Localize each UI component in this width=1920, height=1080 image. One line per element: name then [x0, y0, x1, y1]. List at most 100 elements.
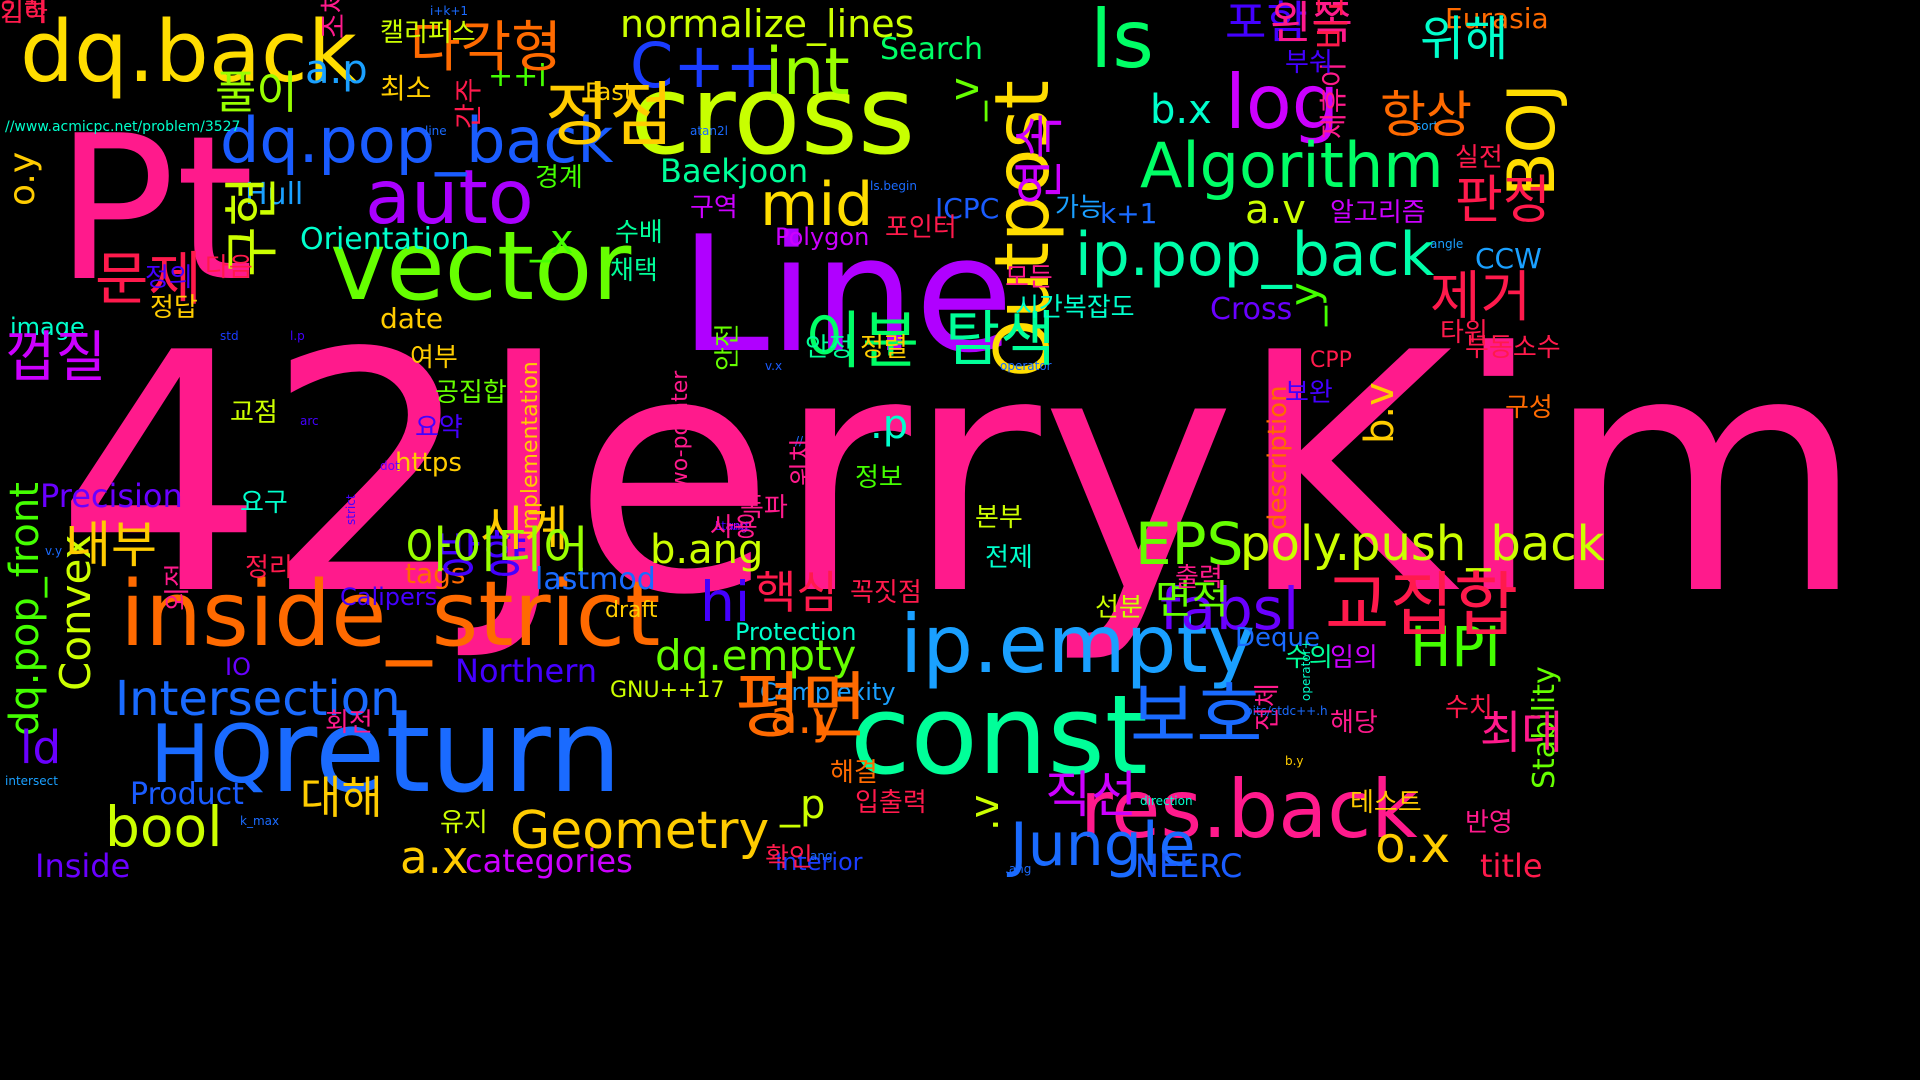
cloud-word: 면적 — [1155, 577, 1229, 623]
cloud-word: 정리 — [245, 553, 293, 583]
cloud-word: draft — [605, 598, 658, 623]
cloud-word: 위치 — [788, 438, 818, 486]
cloud-word: Precision — [40, 477, 183, 515]
cloud-word: 정점 — [545, 74, 674, 156]
cloud-word: 방향 — [435, 526, 527, 584]
cloud-word: 풀이 — [215, 66, 298, 119]
cloud-word: return — [270, 685, 622, 819]
cloud-word: IO — [225, 653, 251, 681]
cloud-word: k+1 — [1100, 197, 1158, 230]
cloud-word: 본부 — [975, 503, 1023, 533]
cloud-word: ++i — [488, 59, 547, 94]
cloud-word: a.p — [305, 47, 368, 93]
cloud-word: date — [380, 302, 444, 335]
cloud-word: ls — [1090, 0, 1154, 86]
cloud-word: std — [220, 329, 239, 343]
cloud-word: Search — [880, 32, 984, 67]
cloud-word: categories — [465, 842, 633, 880]
cloud-word: GNU++17 — [610, 678, 725, 703]
cloud-word: title — [1480, 847, 1543, 885]
cloud-word: 수배 — [615, 218, 663, 248]
cloud-word: dq.empty — [655, 631, 857, 680]
cloud-word: ip.empty — [900, 598, 1256, 691]
cloud-word: 출력 — [1175, 563, 1223, 593]
cloud-word: _p — [780, 782, 826, 828]
cloud-word: fabsl — [1160, 575, 1300, 643]
cloud-word: res.back — [1080, 763, 1418, 856]
cloud-word: 채택 — [610, 256, 658, 286]
cloud-word: auto — [365, 153, 534, 241]
cloud-word: .ang — [1005, 862, 1032, 876]
cloud-word: Cross — [1210, 292, 1293, 327]
cloud-word: Jungle — [1010, 810, 1196, 880]
cloud-word: b.x — [1150, 87, 1212, 133]
cloud-word: 수치 — [1445, 693, 1493, 723]
cloud-word: b.y — [1285, 754, 1304, 768]
cloud-word: Complexity — [760, 678, 896, 706]
cloud-word: ICPC — [935, 192, 1000, 225]
cloud-word: 판정 — [1455, 171, 1551, 231]
cloud-word: Calipers — [340, 583, 438, 611]
cloud-word: o.x — [1375, 816, 1451, 874]
cloud-word: sort — [1415, 119, 1439, 133]
cloud-word: 요약 — [415, 413, 463, 443]
cloud-word: dq.pop_front — [2, 482, 48, 736]
cloud-word: 아이디어 — [405, 521, 589, 579]
cloud-word: vector — [330, 212, 632, 322]
cloud-word: 해결 — [830, 758, 878, 788]
cloud-word: 가능 — [1055, 193, 1103, 223]
cloud-word: 테스트 — [1350, 788, 1422, 818]
cloud-word: 실전 — [1455, 143, 1503, 173]
cloud-word: 42JerryKim — [55, 283, 1866, 667]
cloud-word: 이분 — [805, 304, 920, 377]
cloud-word: 부동소수 — [1465, 333, 1561, 363]
cloud-word: int — [765, 35, 850, 110]
cloud-word: 부숴 — [1285, 48, 1333, 78]
cloud-word: 보완 — [1285, 378, 1333, 408]
cloud-word: 간주 — [452, 77, 485, 129]
cloud-word: 정답 — [150, 293, 198, 323]
cloud-word: a.v — [1245, 187, 1306, 233]
cloud-word: ang — [810, 849, 833, 863]
cloud-word: Intersection — [115, 671, 401, 727]
cloud-word: 모든 — [1005, 263, 1053, 293]
cloud-word: dq.back — [20, 3, 357, 102]
cloud-word: Geometry — [510, 801, 770, 861]
cloud-word: //www.acmicpc.net/problem/3527 — [5, 119, 241, 135]
cloud-word: https — [395, 448, 462, 478]
cloud-word: 기하 — [0, 0, 48, 28]
cloud-word: 시간복잡도 — [1015, 293, 1135, 323]
cloud-word: 경계 — [535, 163, 583, 193]
cloud-word: dot — [380, 459, 400, 473]
cloud-word: poly.push_back — [1240, 516, 1605, 572]
cloud-word: 캘리퍼스 — [380, 18, 476, 48]
cloud-word: Deque — [1235, 623, 1320, 653]
cloud-word: angle — [1430, 237, 1464, 251]
cloud-word: ld — [20, 721, 62, 774]
cloud-word: Northern — [455, 652, 598, 690]
cloud-word: Pt — [55, 93, 255, 326]
cloud-word: inside_strict — [120, 562, 661, 667]
cloud-word: Inside — [35, 847, 131, 885]
cloud-word: lastmod — [535, 562, 656, 597]
cloud-word: 구성 — [1505, 393, 1553, 423]
cloud-word: 수의 — [1285, 643, 1333, 673]
cloud-word: line — [425, 124, 447, 138]
cloud-word: 안전 — [713, 323, 743, 371]
cloud-word: 타워 — [1440, 318, 1488, 348]
cloud-word: 내부 — [65, 516, 157, 574]
cloud-word: bool — [105, 795, 223, 859]
cloud-word: 입력 — [0, 0, 48, 28]
cloud-word: 비교 — [1312, 0, 1353, 50]
cloud-word: 입출력 — [855, 788, 927, 818]
cloud-word: Interior — [775, 848, 863, 876]
cloud-word: 외적 — [163, 563, 193, 611]
cloud-word: 구역 — [690, 193, 738, 223]
cloud-word: Fast — [585, 78, 634, 106]
cloud-word: 최소 — [380, 72, 432, 105]
cloud-word: tags — [405, 557, 466, 590]
cloud-word: L.ang — [715, 519, 749, 533]
cloud-word: HQ — [150, 708, 274, 801]
cloud-word: _v — [942, 77, 988, 121]
